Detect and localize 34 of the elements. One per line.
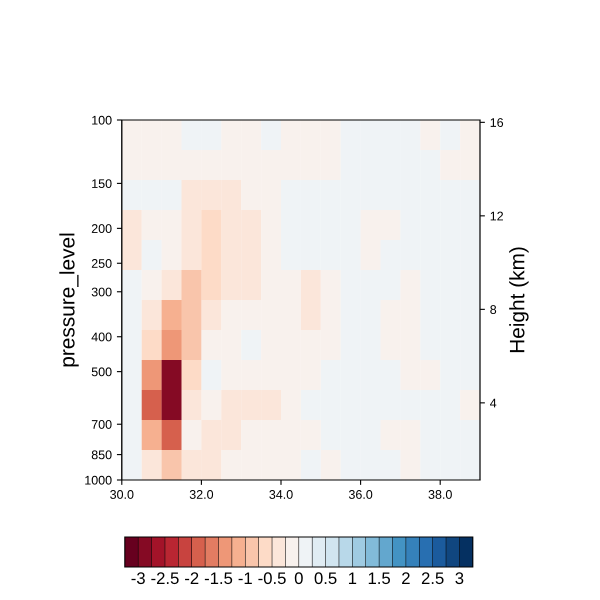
color-bar-label: -2.5 — [151, 572, 179, 584]
y-tick-label: 250 — [92, 259, 112, 268]
color-bar-label: -0.5 — [258, 572, 286, 584]
x-tick-label: 32.0 — [190, 490, 214, 499]
y-tick-label: 400 — [92, 332, 112, 342]
x-tick-label: 34.0 — [269, 490, 293, 499]
x-tick-label: 36.0 — [348, 490, 372, 499]
y-tick-label: 150 — [92, 179, 112, 188]
color-bar-label: 3 — [455, 572, 464, 584]
color-bar-label: -2 — [185, 572, 198, 584]
y2-tick-label: 4 — [490, 398, 496, 408]
y-tick-label: 850 — [92, 450, 112, 460]
y2-axis-title: Height (km) — [509, 247, 529, 352]
color-bar-label: 2 — [402, 572, 410, 584]
y2-tick-label: 8 — [490, 305, 496, 314]
y-tick-label: 300 — [92, 288, 112, 296]
y2-tick-label: 16 — [490, 118, 504, 127]
color-bar-label: 2.5 — [422, 572, 444, 584]
y-tick-label: 200 — [92, 224, 112, 234]
color-bar-label: -1 — [238, 572, 252, 584]
y-tick-label: 100 — [92, 116, 112, 125]
y-tick-label: 1000 — [85, 476, 112, 485]
y-tick-label: 700 — [92, 420, 112, 429]
y2-tick-label: 12 — [490, 212, 503, 220]
color-bar-label: 0 — [294, 572, 303, 584]
color-bar-label: -3 — [132, 572, 145, 584]
color-bar-label: 1 — [348, 572, 356, 584]
y-axis-title: pressure_level — [59, 234, 79, 366]
color-bar-label: 0.5 — [314, 572, 336, 584]
y-tick-label: 500 — [92, 367, 112, 376]
x-tick-label: 38.0 — [428, 490, 452, 499]
color-bar-label: 1.5 — [368, 572, 390, 584]
x-tick-label: 30.0 — [110, 490, 134, 499]
color-bar-label: -1.5 — [204, 572, 232, 584]
